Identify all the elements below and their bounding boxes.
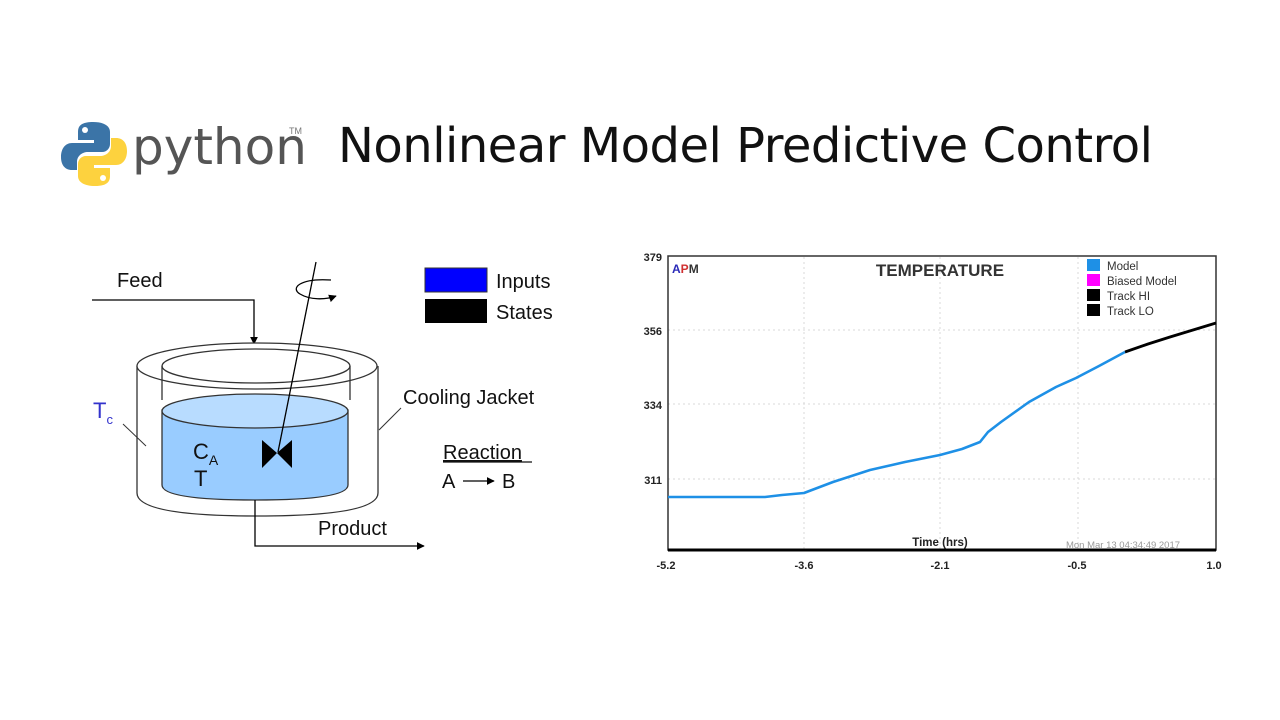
chart-grid — [668, 257, 1216, 550]
svg-text:379: 379 — [644, 252, 662, 264]
apm-brand: APM — [672, 262, 699, 276]
reaction-species-a: A — [442, 471, 456, 493]
feed-line — [92, 299, 258, 345]
svg-text:-2.1: -2.1 — [931, 560, 950, 572]
reaction-title: Reaction — [443, 442, 522, 464]
svg-text:-0.5: -0.5 — [1068, 560, 1087, 572]
legend-inputs-label: Inputs — [496, 271, 550, 293]
legend-inputs-swatch — [424, 267, 488, 293]
trademark-label: TM — [289, 126, 302, 136]
svg-text:356: 356 — [644, 326, 662, 338]
reaction-species-b: B — [502, 471, 515, 493]
rotation-arrow-icon — [295, 279, 337, 303]
svg-text:334: 334 — [644, 400, 663, 412]
cooling-jacket — [136, 342, 379, 517]
svg-text:Track HI: Track HI — [1107, 291, 1150, 303]
impeller-icon — [262, 440, 277, 468]
svg-text:Model: Model — [1107, 261, 1138, 273]
series-model-line — [668, 350, 1126, 499]
feed-label: Feed — [117, 270, 163, 292]
series-track-line — [1124, 321, 1217, 354]
svg-text:-3.6: -3.6 — [795, 560, 814, 572]
page-title: Nonlinear Model Predictive Control — [338, 118, 1153, 174]
product-label: Product — [318, 518, 387, 540]
product-line — [254, 500, 425, 550]
legend-states-label: States — [496, 302, 553, 324]
temperature-chart: 379 356 334 311 -5.2 -3.6 -2.1 -0.5 1.0 … — [644, 252, 1222, 572]
svg-text:Biased Model: Biased Model — [1107, 276, 1177, 288]
svg-text:311: 311 — [644, 475, 662, 487]
x-axis-label: Time (hrs) — [912, 537, 968, 549]
ca-label: CA — [193, 439, 219, 468]
python-logo-icon — [61, 122, 127, 186]
legend-states-swatch — [425, 299, 487, 323]
stirrer-shaft — [277, 261, 317, 453]
y-axis-ticks: 379 356 334 311 — [644, 252, 663, 487]
tc-label: Tc — [93, 398, 113, 427]
x-axis-ticks: -5.2 -3.6 -2.1 -0.5 1.0 — [657, 560, 1222, 572]
chart-legend: Model Biased Model Track HI Track LO — [1087, 259, 1177, 318]
svg-text:-5.2: -5.2 — [657, 560, 676, 572]
cooling-jacket-label: Cooling Jacket — [403, 387, 535, 409]
python-logo-text: python — [132, 118, 307, 176]
chart-title: TEMPERATURE — [876, 261, 1004, 280]
reactor-diagram: Feed Product Tc CA T Cooling Jacket Inpu… — [92, 261, 553, 550]
svg-text:Track LO: Track LO — [1107, 306, 1154, 318]
t-label: T — [194, 466, 207, 491]
svg-text:1.0: 1.0 — [1206, 560, 1221, 572]
chart-timestamp: Mon Mar 13 04:34:49 2017 — [1066, 540, 1180, 551]
